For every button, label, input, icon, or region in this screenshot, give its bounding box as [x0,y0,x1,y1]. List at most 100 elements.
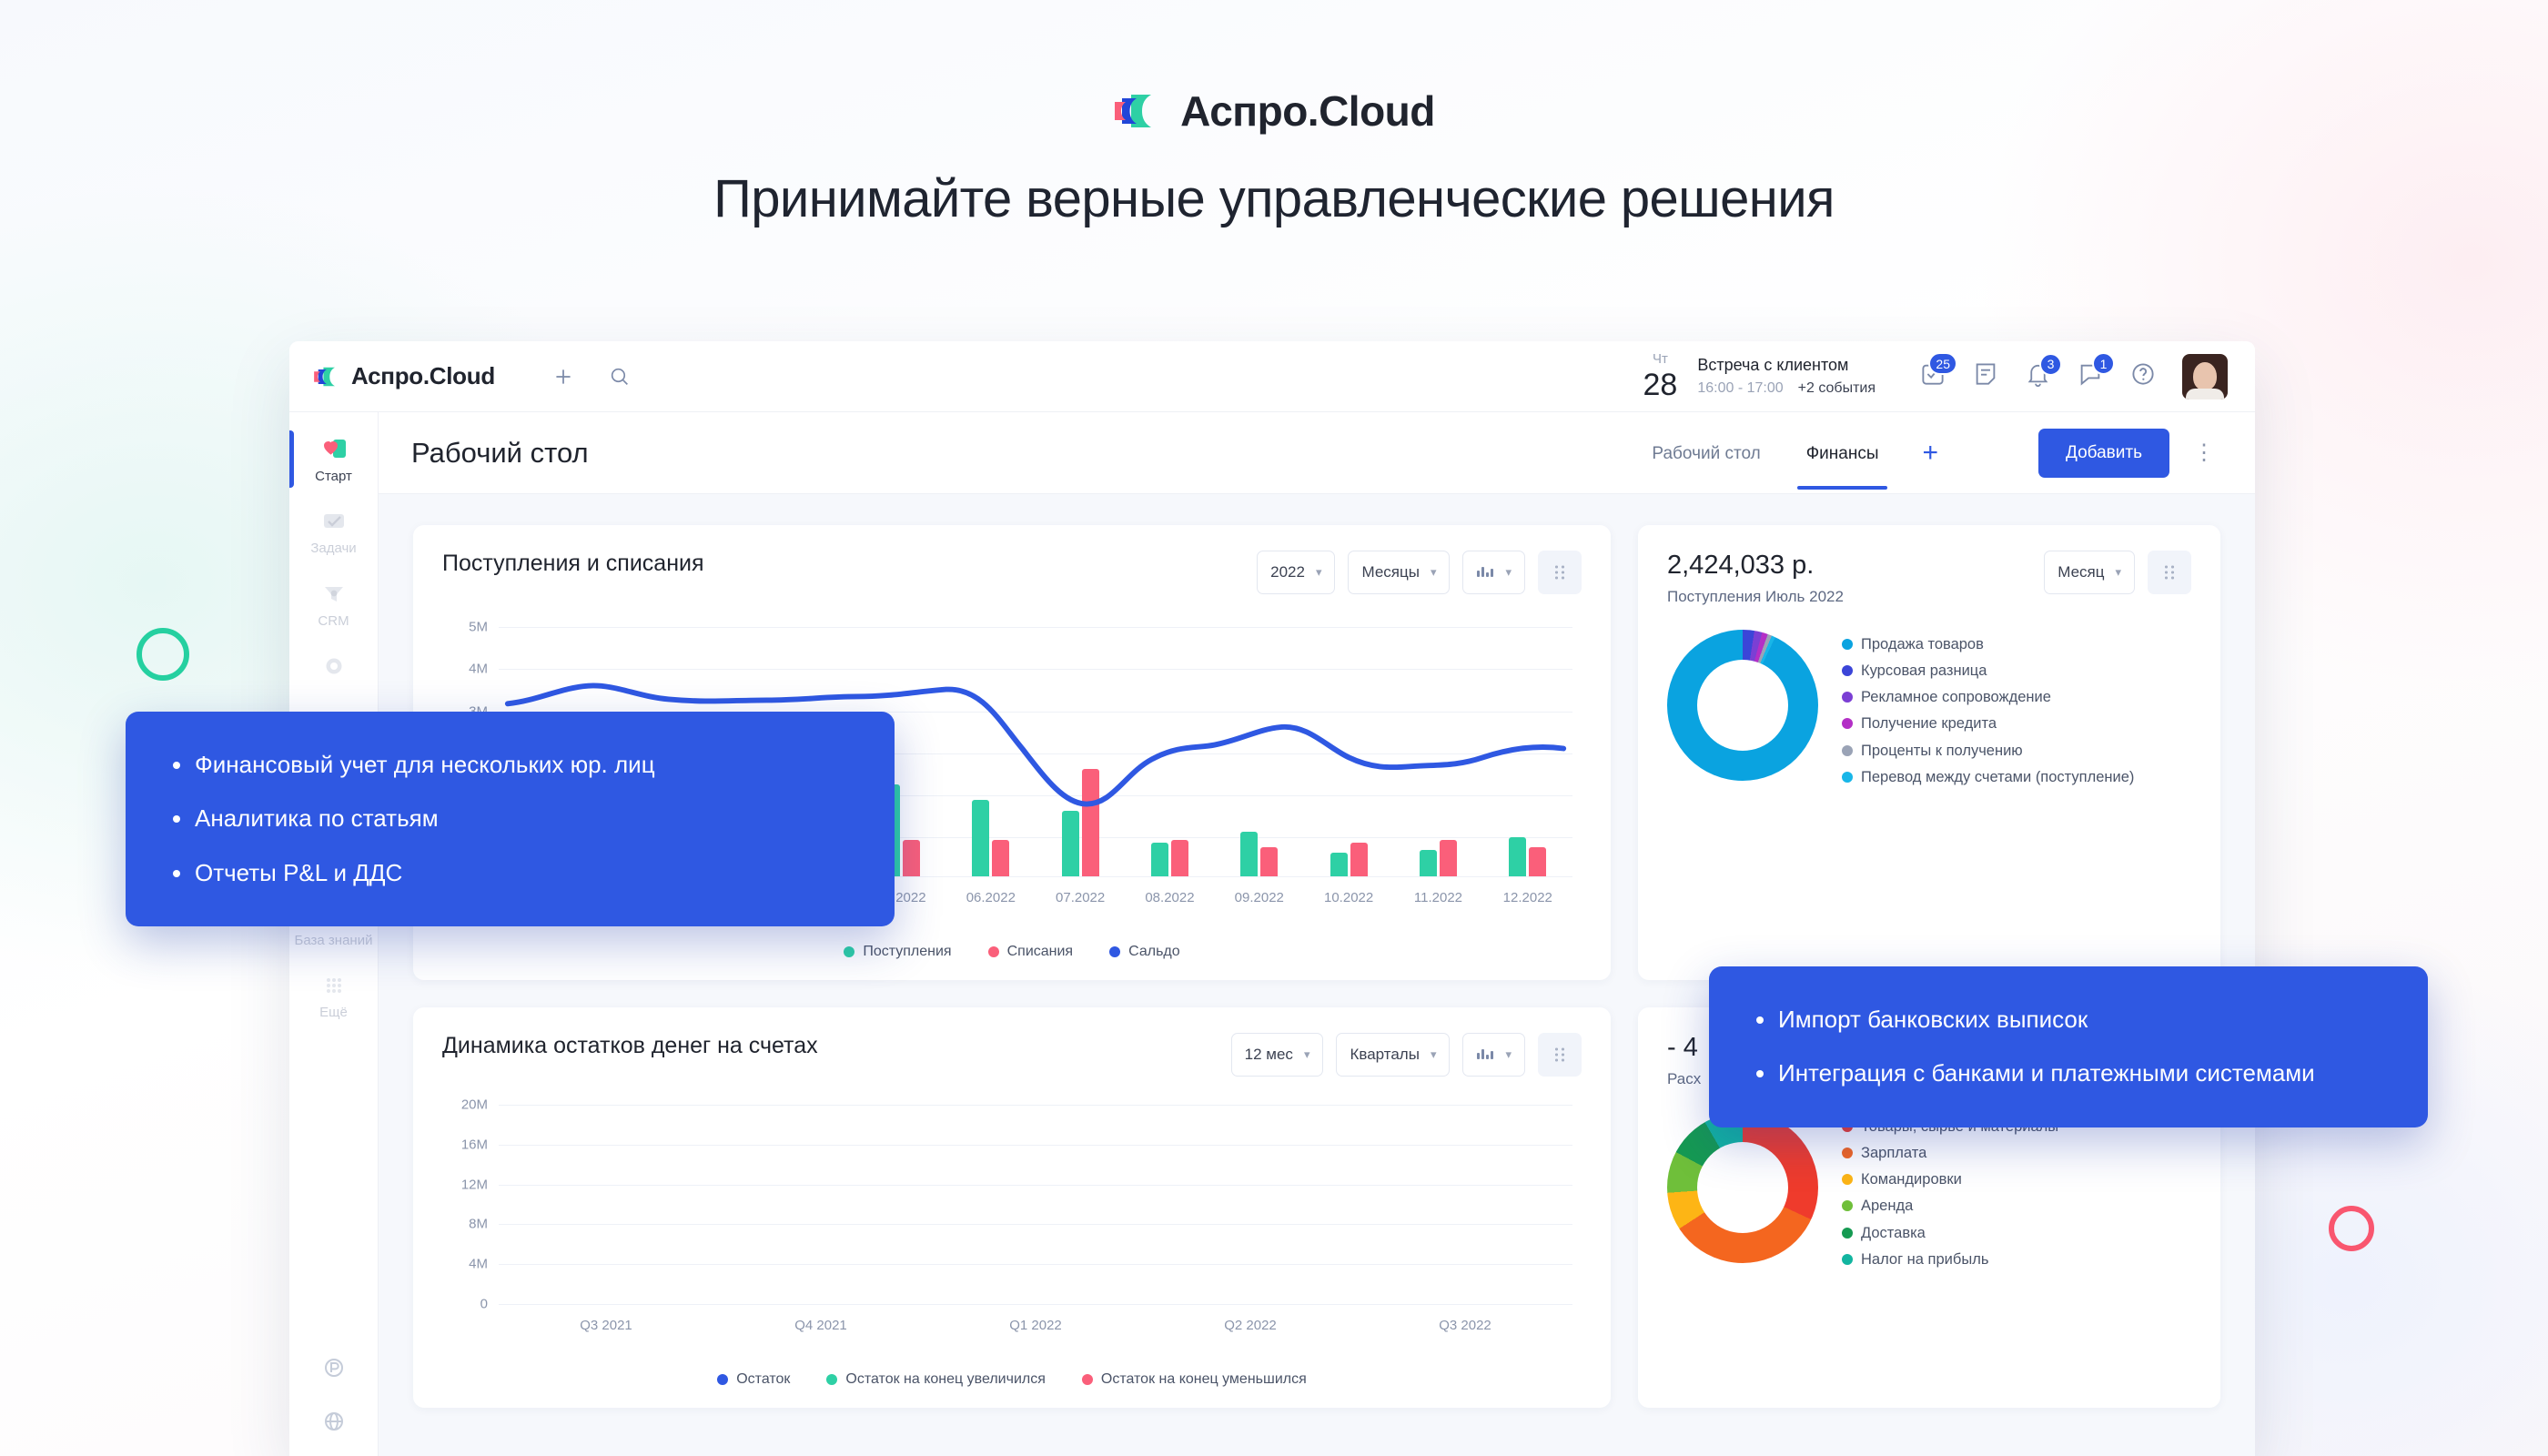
legend-item[interactable]: Перевод между счетами (поступление) [1842,768,2134,786]
x-tick: Q3 2021 [580,1318,632,1333]
legend-item[interactable]: Курсовая разница [1842,662,2134,680]
sidebar-item-more[interactable]: Ещё [289,961,379,1029]
y-tick: 0 [480,1296,488,1312]
plot-area [499,1097,1572,1305]
chart-type-select[interactable]: ▾ [1462,551,1525,594]
legend-item[interactable]: Остаток на конец увеличился [826,1371,1046,1388]
y-axis-labels: 20M 16M 12M 8M 4M 0 [442,1097,495,1312]
bar-group [1215,614,1304,876]
callout-bullet: Интеграция с банками и платежными систем… [1753,1058,2384,1088]
legend-dot [1109,946,1121,957]
drag-handle-icon[interactable] [1538,551,1582,594]
legend-item[interactable]: Доставка [1842,1224,2058,1242]
legend-dot [1842,1227,1853,1239]
legend-item[interactable]: Продажа товаров [1842,635,2134,653]
drag-handle-icon[interactable] [1538,1033,1582,1077]
callout-bullet: Отчеты P&L и ДДС [169,858,851,888]
y-tick: 4M [469,1256,488,1272]
legend-item[interactable]: Рекламное сопровождение [1842,688,2134,706]
legend-item[interactable]: Остаток [717,1371,790,1388]
tab-dashboard[interactable]: Рабочий стол [1652,443,1761,463]
globe-icon[interactable] [320,1408,348,1440]
legend-dot [1842,771,1853,783]
bell-icon[interactable]: 3 [2025,352,2062,392]
add-button[interactable]: Добавить [2038,428,2169,478]
legend-item[interactable]: Сальдо [1109,944,1180,960]
legend-item[interactable]: Поступления [844,944,952,960]
brand-logo: Аспро.Cloud [1113,86,1435,136]
chevron-down-icon: ▾ [1303,1047,1310,1061]
calendar-day: 28 [1643,368,1678,402]
x-tick: 07.2022 [1056,890,1106,905]
card-title: Поступления и списания [442,551,704,576]
calendar-event-widget[interactable]: Чт 28 Встреча с клиентом 16:00 - 17:00 +… [1643,352,1876,400]
chevron-down-icon: ▾ [2115,565,2121,579]
year-select[interactable]: 2022 ▾ [1257,551,1336,594]
donut-chart-expense[interactable] [1667,1112,1818,1263]
period-select[interactable]: Кварталы ▾ [1336,1033,1451,1077]
bar-group [713,1097,928,1304]
help-icon[interactable] [2129,360,2157,392]
main-content: Рабочий стол Рабочий стол Финансы + Доба… [379,412,2255,1456]
messages-badge: 1 [2092,352,2115,375]
legend-label: Командировки [1861,1171,1962,1188]
legend-item[interactable]: Аренда [1842,1197,2058,1215]
legend-item[interactable]: Списания [987,944,1073,960]
sidebar-item-label: Старт [315,469,352,484]
legend-item[interactable]: Получение кредита [1842,714,2134,733]
add-tab-plus-icon[interactable]: + [1922,437,1939,468]
sidebar-item-finance[interactable] [289,642,379,694]
legend-dot [1081,1374,1093,1385]
legend-item[interactable]: Проценты к получению [1842,742,2134,760]
drag-handle-icon[interactable] [2148,551,2191,594]
start-icon [318,436,349,463]
search-icon[interactable] [608,365,631,388]
legend-label: Курсовая разница [1861,662,1987,680]
y-tick: 16M [460,1137,488,1153]
avatar[interactable] [2182,353,2228,399]
tasks-calendar-icon[interactable]: 25 [1919,352,1957,392]
legend-dot [987,946,999,957]
donut-legend-expense: Товары, сырье и материалы Зарплата Коман… [1842,1112,2058,1388]
page-headline: Принимайте верные управленческие решения [713,169,1835,228]
legend-label: Продажа товаров [1861,636,1984,652]
sidebar-item-label: Ещё [319,1005,348,1020]
bar-series [499,1097,1572,1304]
page-title: Рабочий стол [411,436,589,469]
legend-item[interactable]: Остаток на конец уменьшился [1081,1371,1307,1388]
settings-user-icon[interactable] [320,1354,348,1386]
sidebar-item-tasks[interactable]: Задачи [289,497,379,565]
chart-legend: Остаток Остаток на конец увеличился Оста… [442,1364,1582,1388]
x-tick: Q3 2022 [1439,1318,1491,1333]
plus-icon[interactable] [551,365,575,389]
legend-item[interactable]: Налог на прибыль [1842,1250,2058,1269]
donut-chart-income[interactable] [1667,630,1818,781]
y-tick: 4M [469,661,488,677]
legend-label: Поступления [863,944,952,959]
sidebar-item-start[interactable]: Старт [289,425,379,493]
period-select[interactable]: Месяцы ▾ [1348,551,1451,594]
bar-group [928,1097,1143,1304]
chat-icon[interactable]: 1 [2077,352,2115,392]
notes-icon[interactable] [1972,360,1999,392]
chart-type-select[interactable]: ▾ [1462,1033,1525,1077]
sidebar-item-label: CRM [318,612,349,629]
x-tick: 12.2022 [1502,890,1552,905]
legend-label: Получение кредита [1861,715,1997,733]
feature-callout-right: Импорт банковских выписок Интеграция с б… [1709,966,2428,1127]
sidebar-item-crm[interactable]: CRM [289,570,379,638]
hero-header: Аспро.Cloud Принимайте верные управленче… [0,86,2548,229]
range-select[interactable]: 12 мес ▾ [1230,1033,1324,1077]
bar-group [1036,614,1125,876]
legend-item[interactable]: Командировки [1842,1170,2058,1188]
expense-total-amount: - 4 [1667,1033,1698,1062]
tab-finance[interactable]: Финансы [1796,417,1888,490]
more-vertical-icon[interactable]: ⋮ [2193,440,2217,465]
legend-item[interactable]: Зарплата [1842,1144,2058,1162]
feature-callout-left: Финансовый учет для нескольких юр. лиц А… [126,712,895,926]
topbar-logo[interactable]: Аспро.Cloud [313,362,495,390]
bar-group [1483,614,1572,876]
expense-total-subtitle: Расх [1667,1070,1702,1087]
chevron-down-icon: ▾ [1505,1047,1512,1061]
period-select[interactable]: Месяц ▾ [2044,551,2135,594]
